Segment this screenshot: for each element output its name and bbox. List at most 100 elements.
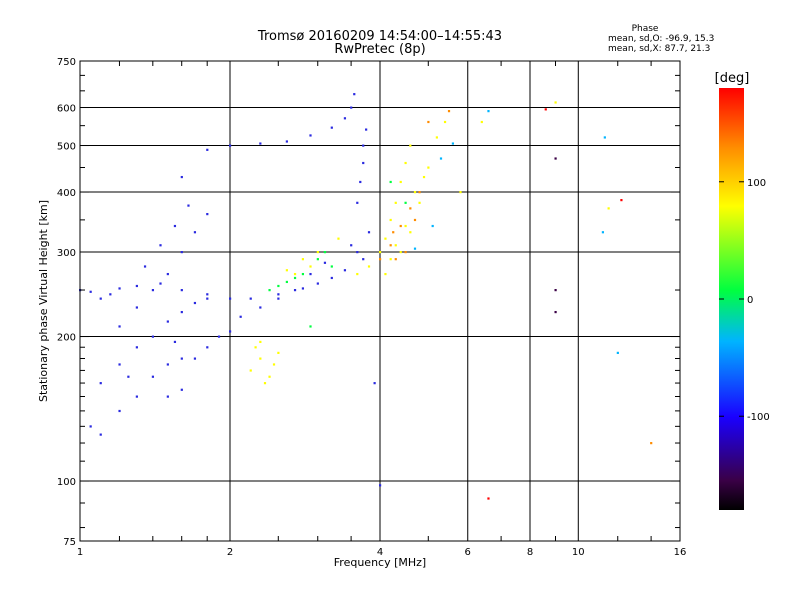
colorbar-label: [deg] [715,71,750,86]
data-point [118,287,121,290]
data-point [301,287,305,290]
data-point [277,284,280,288]
data-point [166,320,169,323]
data-point [356,251,359,254]
data-point [413,247,417,250]
colorbar-ticks: 100 0 -100 [719,178,770,423]
grid-lines [80,61,680,541]
data-point [285,140,288,143]
x-tick-labels: 1 2 4 6 8 10 16 [77,547,687,558]
data-point [206,297,209,300]
data-point [187,204,190,207]
data-point [362,258,365,261]
y-tick-label: 300 [57,248,76,259]
data-point [427,120,430,124]
data-point [399,251,402,254]
data-point [118,409,121,413]
data-point [277,297,280,300]
data-point [554,157,557,160]
data-point [217,335,221,338]
data-point [409,207,412,210]
y-tick-label: 400 [57,188,76,199]
data-point [143,265,147,268]
data-point [601,231,605,234]
data-point [268,289,271,292]
data-point [193,231,197,234]
data-point [99,433,102,436]
data-point [206,148,209,151]
data-point [309,325,312,328]
data-point [239,315,242,318]
data-point [616,351,619,354]
y-tick-label: 500 [57,142,76,153]
data-point [229,330,232,333]
data-point [259,142,262,145]
data-point [127,375,130,378]
data-point [180,310,183,314]
data-point [413,218,417,222]
data-point [309,265,312,268]
data-point [166,395,169,398]
data-point [166,272,169,276]
data-point [180,251,183,254]
data-point [389,244,392,247]
data-point [316,251,319,254]
data-point [603,136,606,139]
data-point [350,244,353,247]
data-point [229,144,232,147]
data-point [109,293,112,296]
data-point [404,224,407,228]
data-point [293,289,297,292]
data-point [418,191,421,194]
data-point [350,106,353,109]
data-point [404,251,407,254]
x-axis-label: Frequency [MHz] [334,556,426,569]
data-point [409,144,412,147]
chart-subtitle: RwPretec (8p) [334,42,425,57]
data-point [389,180,392,184]
data-point [89,290,92,293]
x-tick-label: 8 [527,547,533,558]
data-point [554,310,557,314]
phase-o-stats: mean, sd,O: -96.9, 15.3 [608,34,714,44]
data-point [544,108,547,111]
data-point [135,284,138,288]
data-point [135,306,138,309]
data-point [487,497,490,500]
data-point [173,340,177,344]
data-point [323,251,327,254]
data-point [118,325,121,328]
data-point [249,297,252,300]
x-tick-label: 10 [572,547,585,558]
data-point [404,201,407,204]
data-point [554,289,557,292]
x-tick-label: 2 [227,547,233,558]
data-point [229,297,232,300]
data-point [404,161,407,165]
data-point [447,110,451,113]
data-point [379,258,382,261]
data-point [427,166,430,169]
data-point [293,276,297,280]
data-point [392,231,395,234]
data-points [79,93,653,500]
data-point [309,272,312,276]
data-point [135,395,138,398]
data-point [263,382,267,385]
data-point [650,442,653,445]
data-point [259,340,262,344]
data-point [384,272,387,276]
data-point [293,272,297,276]
chart-title: Tromsø 20160209 14:54:00–14:55:43 [257,29,502,44]
data-point [99,297,102,300]
data-point [206,213,209,216]
y-tick-labels: 75 100 200 300 400 500 600 750 [57,57,76,548]
data-point [362,161,365,165]
data-point [459,191,462,194]
data-point [343,117,347,120]
data-point [431,224,434,228]
data-point [367,231,371,234]
data-point [422,175,426,179]
data-point [118,363,121,366]
